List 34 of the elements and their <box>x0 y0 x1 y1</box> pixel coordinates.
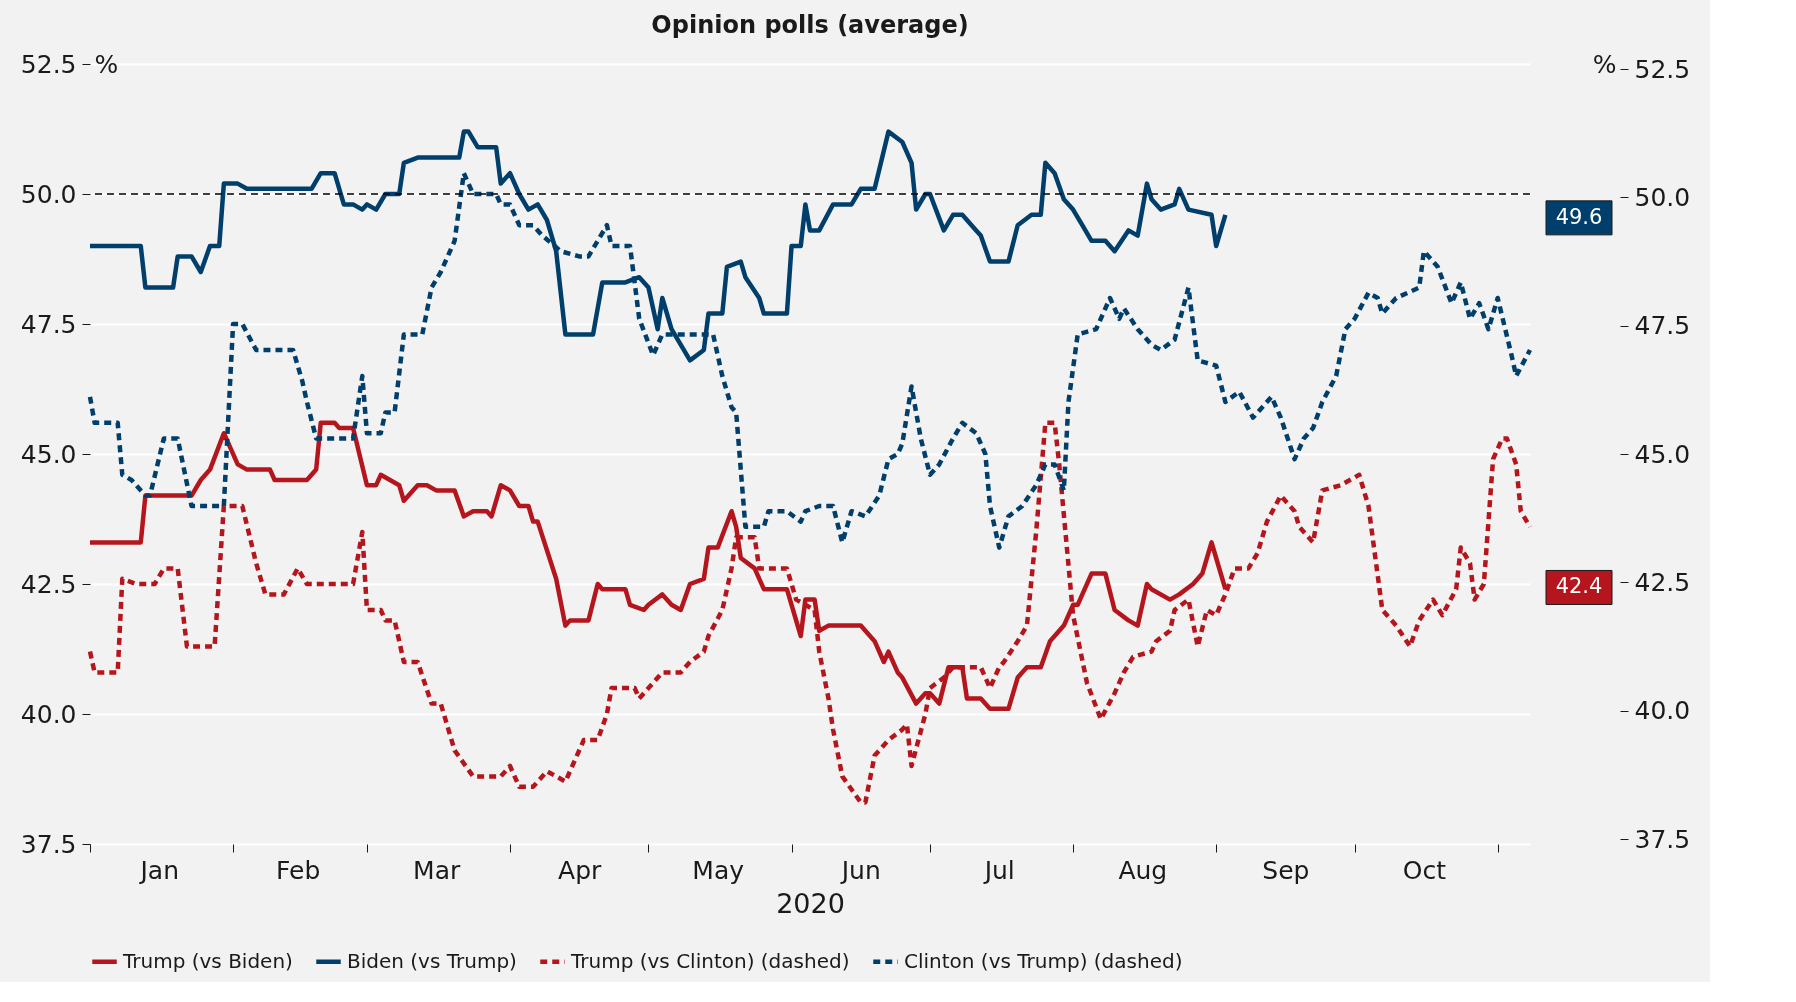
y2-tick-label: 45.0 <box>1634 439 1691 469</box>
x-tick-label: Jun <box>839 855 881 885</box>
x-tick-label: Feb <box>276 855 321 885</box>
y-axis-title: % <box>94 49 119 79</box>
y2-tick-label: 47.5 <box>1634 311 1691 341</box>
y-tick-label: 40.0 <box>20 699 77 729</box>
text: 42.4 <box>1555 574 1603 599</box>
legend-label: Clinton (vs Trump) (dashed) <box>904 948 1183 973</box>
y-tick-label: 42.5 <box>20 569 77 599</box>
y-tick-label: 50.0 <box>20 179 77 209</box>
x-tick-label: Apr <box>558 855 603 885</box>
y2-tick-label: 40.0 <box>1634 696 1691 726</box>
y2-tick-label: 52.5 <box>1634 54 1691 84</box>
x-tick-label: Sep <box>1262 855 1310 885</box>
x-tick-label: Oct <box>1402 855 1447 885</box>
x-tick-label: Jul <box>982 855 1015 885</box>
legend-label: Biden (vs Trump) <box>347 948 517 973</box>
x-tick-label: Jan <box>138 855 179 885</box>
y-tick-label: 45.0 <box>20 439 77 469</box>
x-tick-label: Mar <box>413 855 461 885</box>
y2-tick-label: 50.0 <box>1634 182 1691 212</box>
y2-tick-label: 37.5 <box>1634 824 1691 854</box>
legend-label: Trump (vs Clinton) (dashed) <box>570 948 850 973</box>
legend-label: Trump (vs Biden) <box>122 948 293 973</box>
y2-tick-label: 42.5 <box>1634 567 1691 597</box>
y-tick-label: 52.5 <box>20 49 77 79</box>
y-tick-label: 37.5 <box>20 829 77 859</box>
y2-axis-title: % <box>1592 49 1617 79</box>
x-axis-title: 2020 <box>776 887 845 919</box>
x-tick-label: May <box>692 855 745 885</box>
x-tick-label: Aug <box>1118 855 1168 885</box>
chart-title: Opinion polls (average) <box>651 11 969 39</box>
text: 49.6 <box>1555 204 1603 229</box>
y-tick-label: 47.5 <box>20 309 77 339</box>
